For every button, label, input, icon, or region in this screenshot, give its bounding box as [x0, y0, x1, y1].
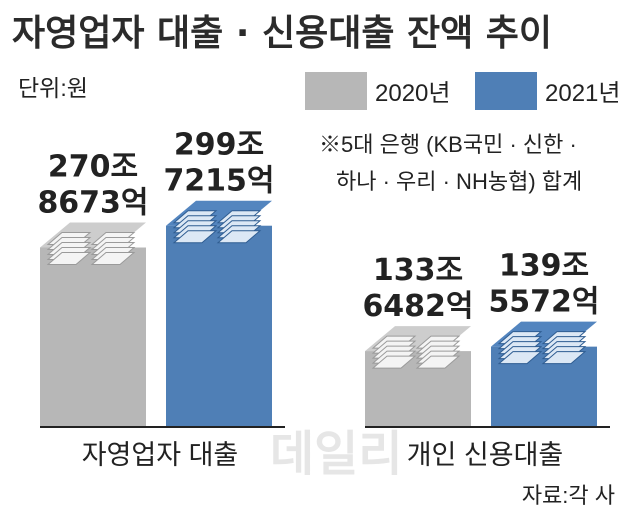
- bar-front-face: [166, 225, 272, 427]
- paper-sheet: [172, 230, 218, 244]
- paper-stack-icon: [497, 331, 543, 365]
- bar-2-2020년: [365, 326, 471, 427]
- value-label: 6482억: [362, 289, 473, 324]
- bar-1-2020년: [40, 222, 146, 427]
- chart-title: 자영업자 대출 · 신용대출 잔액 추이: [12, 13, 552, 54]
- value-label: 270조: [48, 149, 138, 184]
- paper-sheet: [541, 351, 587, 365]
- legend-label-2020: 2020년: [375, 80, 450, 107]
- legend-swatch-2021: [475, 72, 537, 110]
- paper-stack-icon: [541, 331, 587, 365]
- paper-sheet: [415, 355, 461, 369]
- paper-stack-icon: [216, 210, 262, 244]
- note-line-2: 하나 · 우리 · NH농협) 합계: [336, 169, 582, 194]
- paper-sheet: [497, 351, 543, 365]
- paper-stack-icon: [172, 210, 218, 244]
- paper-stack-icon: [90, 231, 136, 265]
- paper-sheet: [46, 251, 92, 265]
- category-label-credit-loan: 개인 신용대출: [407, 440, 564, 470]
- paper-stack-icon: [371, 335, 417, 369]
- bar-2-2021년: [491, 321, 597, 427]
- category-label-self-employed: 자영업자 대출: [82, 440, 239, 470]
- unit-label: 단위:원: [18, 75, 88, 101]
- paper-stack-icon: [46, 231, 92, 265]
- legend-label-2021: 2021년: [545, 80, 620, 107]
- legend-swatch-2020: [305, 72, 367, 110]
- watermark-logo: 데일리: [270, 426, 402, 482]
- value-label: 7215억: [163, 164, 274, 199]
- note-line-1: ※5대 은행 (KB국민 · 신한 ·: [319, 132, 577, 157]
- source-label: 자료:각 사: [522, 483, 615, 508]
- bar-front-face: [40, 247, 146, 427]
- paper-stack-icon: [415, 335, 461, 369]
- paper-sheet: [90, 251, 136, 265]
- paper-sheet: [371, 355, 417, 369]
- value-label: 5572억: [488, 285, 599, 320]
- value-label: 8673억: [37, 185, 148, 220]
- value-label: 299조: [174, 128, 264, 163]
- value-label: 139조: [499, 249, 589, 284]
- paper-sheet: [216, 230, 262, 244]
- bar-1-2021년: [166, 200, 272, 427]
- value-label: 133조: [373, 253, 463, 288]
